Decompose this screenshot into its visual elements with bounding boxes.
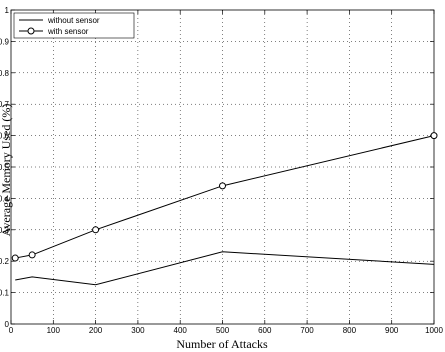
x-tick-label: 900 xyxy=(385,326,399,335)
y-axis-title: Average Memory Used (%) xyxy=(0,104,13,237)
x-tick-label: 500 xyxy=(216,326,230,335)
series-line-without-sensor xyxy=(15,251,435,286)
legend: without sensor with sensor xyxy=(13,12,135,39)
y-tick-label: 0.7 xyxy=(0,100,10,109)
legend-box xyxy=(13,12,135,39)
data-point-with-sensor xyxy=(11,254,19,262)
y-tick-label: 0.6 xyxy=(0,132,10,141)
legend-label-with-sensor: with sensor xyxy=(47,27,89,36)
x-tick-label: 400 xyxy=(174,326,188,335)
x-tick-label: 1000 xyxy=(425,326,443,335)
data-point-with-sensor xyxy=(430,132,438,140)
x-tick-label: 100 xyxy=(47,326,61,335)
y-tick-label: 0.4 xyxy=(0,194,10,203)
x-tick-label: 800 xyxy=(343,326,357,335)
y-tick-label: 0.5 xyxy=(0,163,10,172)
data-point-with-sensor xyxy=(28,251,36,259)
x-axis-title: Number of Attacks xyxy=(176,337,268,351)
y-tick-label: 0.1 xyxy=(0,289,10,298)
data-point-with-sensor xyxy=(92,226,100,234)
legend-marker-with-sensor xyxy=(27,27,35,35)
x-tick-label: 300 xyxy=(131,326,145,335)
x-tick-label: 700 xyxy=(300,326,314,335)
y-tick-label: 0.2 xyxy=(0,257,10,266)
y-tick-label: 0.8 xyxy=(0,69,10,78)
x-tick-label: 200 xyxy=(89,326,103,335)
series-layer xyxy=(11,132,438,286)
y-tick-label: 0.9 xyxy=(0,37,10,46)
grid xyxy=(11,10,434,324)
y-tick-label: 0.3 xyxy=(0,226,10,235)
axis-ticks: 0 100 200 300 400 500 600 700 800 900 1000 0 0.1 0.2 0… xyxy=(0,6,443,335)
x-tick-label: 0 xyxy=(9,326,14,335)
y-tick-label: 0 xyxy=(5,320,10,329)
legend-label-without-sensor: without sensor xyxy=(47,16,100,25)
x-tick-label: 600 xyxy=(258,326,272,335)
y-tick-label: 1 xyxy=(5,6,10,15)
data-point-with-sensor xyxy=(219,182,226,190)
